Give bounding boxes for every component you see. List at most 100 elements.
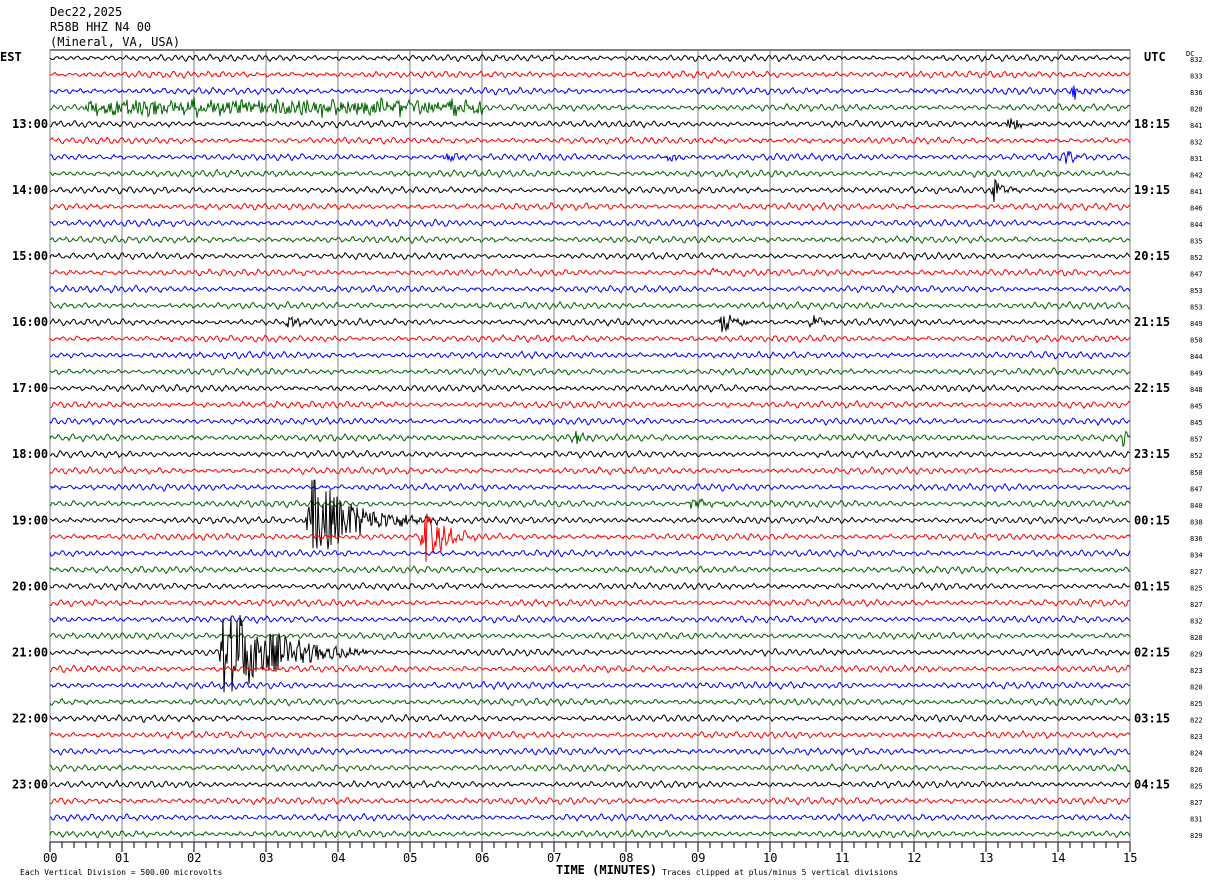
- seismic-trace: [49, 598, 1131, 608]
- dc-value-label: 844: [1190, 353, 1203, 361]
- clip-note: Traces clipped at plus/minus 5 vertical …: [662, 868, 898, 877]
- seismic-trace: [49, 812, 1131, 822]
- seismic-trace: [49, 218, 1130, 228]
- station-label: R58B HHZ N4 00: [50, 20, 151, 34]
- seismic-trace: [49, 796, 1131, 806]
- plot-frame: [49, 49, 1131, 843]
- x-axis-label: TIME (MINUTES): [556, 863, 657, 877]
- dc-value-label: 847: [1190, 271, 1203, 279]
- left-timezone-label: EST: [0, 50, 22, 64]
- seismic-trace: [49, 85, 1131, 100]
- seismic-trace: [49, 513, 1131, 562]
- seismic-trace: [49, 53, 1131, 63]
- seismic-trace: [49, 697, 1131, 707]
- dc-value-label: 836: [1190, 535, 1203, 543]
- dc-value-label: 845: [1190, 403, 1203, 411]
- left-hour-label: 13:00: [12, 117, 48, 131]
- dc-value-label: 840: [1190, 502, 1203, 510]
- right-timezone-label: UTC: [1144, 50, 1166, 64]
- dc-value-label: 845: [1190, 419, 1203, 427]
- x-tick-label: 06: [475, 851, 489, 865]
- seismic-trace: [50, 482, 1131, 493]
- seismic-trace: [49, 465, 1131, 476]
- seismic-trace: [49, 333, 1131, 344]
- dc-value-label: 833: [1190, 73, 1203, 81]
- seismic-trace: [49, 350, 1131, 360]
- left-hour-label: 17:00: [12, 381, 48, 395]
- seismic-trace: [49, 430, 1131, 448]
- dc-value-label: 825: [1190, 700, 1203, 708]
- x-tick-label: 11: [835, 851, 849, 865]
- x-tick-label: 15: [1123, 851, 1137, 865]
- dc-value-label: 831: [1190, 815, 1203, 823]
- x-tick-label: 00: [43, 851, 57, 865]
- seismic-trace: [49, 399, 1131, 410]
- dc-value-label: 832: [1190, 139, 1203, 147]
- right-hour-label: 03:15: [1134, 711, 1170, 725]
- right-hour-label: 21:15: [1134, 315, 1170, 329]
- right-hour-label: 04:15: [1134, 777, 1170, 791]
- dc-value-label: 852: [1190, 254, 1203, 262]
- dc-value-label: 832: [1190, 56, 1203, 64]
- left-hour-label: 14:00: [12, 183, 48, 197]
- seismic-trace: [49, 367, 1131, 377]
- seismic-trace: [50, 779, 1131, 790]
- seismic-trace: [49, 69, 1131, 80]
- x-tick-label: 04: [331, 851, 345, 865]
- x-tick-label: 03: [259, 851, 273, 865]
- x-tick-label: 12: [907, 851, 921, 865]
- left-hour-label: 16:00: [12, 315, 48, 329]
- right-hour-label: 00:15: [1134, 513, 1170, 527]
- seismic-trace: [49, 168, 1131, 179]
- seismic-trace: [49, 150, 1131, 164]
- right-hour-label: 20:15: [1134, 249, 1170, 263]
- dc-value-label: 827: [1190, 601, 1203, 609]
- dc-value-label: 829: [1190, 832, 1203, 840]
- seismic-trace: [49, 763, 1131, 773]
- location-label: (Mineral, VA, USA): [50, 35, 180, 49]
- dc-value-label: 823: [1190, 667, 1203, 675]
- x-tick-label: 05: [403, 851, 417, 865]
- date-label: Dec22,2025: [50, 5, 122, 19]
- left-hour-label: 21:00: [12, 645, 48, 659]
- dc-value-label: 823: [1190, 733, 1203, 741]
- x-tick-label: 13: [979, 851, 993, 865]
- dc-value-label: 820: [1190, 683, 1203, 691]
- dc-value-label: 827: [1190, 568, 1203, 576]
- left-hour-label: 23:00: [12, 777, 48, 791]
- right-hour-label: 18:15: [1134, 117, 1170, 131]
- dc-value-label: 848: [1190, 386, 1203, 394]
- dc-value-label: 850: [1190, 337, 1203, 345]
- seismic-trace: [49, 729, 1131, 740]
- scale-note: Each Vertical Division = 500.00 microvol…: [20, 868, 222, 877]
- seismic-trace: [49, 615, 1131, 693]
- dc-value-label: 825: [1190, 584, 1203, 592]
- dc-value-label: 844: [1190, 221, 1203, 229]
- seismic-trace: [49, 548, 1131, 558]
- seismic-trace: [49, 284, 1131, 294]
- dc-value-label: 846: [1190, 205, 1203, 213]
- dc-value-label: 828: [1190, 634, 1203, 642]
- dc-value-label: 832: [1190, 617, 1203, 625]
- left-hour-label: 19:00: [12, 513, 48, 527]
- dc-value-label: 822: [1190, 716, 1203, 724]
- x-tick-label: 01: [115, 851, 129, 865]
- x-tick-label: 07: [547, 851, 561, 865]
- seismic-trace: [49, 680, 1130, 691]
- dc-value-label: 841: [1190, 122, 1203, 130]
- dc-value-label: 849: [1190, 320, 1203, 328]
- seismic-trace: [49, 383, 1131, 393]
- seismic-trace: [49, 96, 1131, 118]
- seismic-trace: [49, 829, 1131, 839]
- x-tick-label: 10: [763, 851, 777, 865]
- seismic-trace: [49, 267, 1131, 278]
- dc-value-label: 842: [1190, 172, 1203, 180]
- seismic-trace: [49, 178, 1130, 202]
- right-hour-label: 23:15: [1134, 447, 1170, 461]
- dc-value-label: 849: [1190, 370, 1203, 378]
- right-hour-label: 22:15: [1134, 381, 1170, 395]
- dc-value-label: 834: [1190, 551, 1203, 559]
- left-hour-label: 20:00: [12, 579, 48, 593]
- dc-value-label: 836: [1190, 89, 1203, 97]
